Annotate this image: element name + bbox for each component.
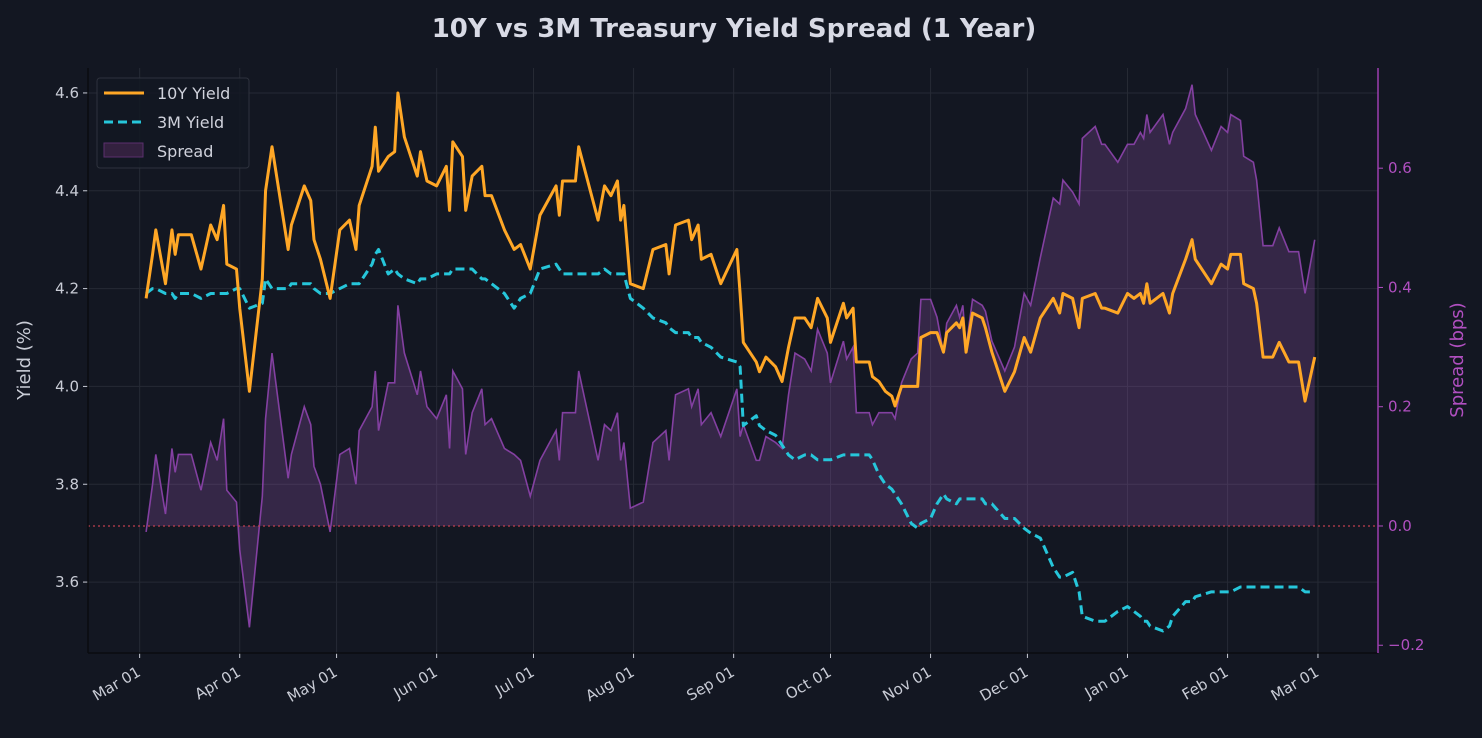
y-axis-label: Yield (%) — [14, 320, 35, 401]
y-right-tick-label: 0.6 — [1388, 159, 1412, 177]
chart-title: 10Y vs 3M Treasury Yield Spread (1 Year) — [432, 14, 1037, 44]
y-right-tick-label: −0.2 — [1388, 636, 1424, 654]
legend: 10Y Yield 3M Yield Spread — [97, 78, 249, 168]
y-tick-label: 3.6 — [55, 573, 79, 591]
y-tick-label: 4.2 — [55, 280, 79, 298]
y-right-tick-label: 0.2 — [1388, 398, 1412, 416]
y-axis-right-label: Spread (bps) — [1447, 302, 1468, 417]
legend-label-10y: 10Y Yield — [157, 84, 230, 103]
y-tick-label: 4.4 — [55, 182, 79, 200]
legend-swatch-spread — [104, 143, 143, 157]
legend-label-spread: Spread — [157, 142, 213, 161]
y-tick-label: 3.8 — [55, 475, 79, 493]
y-right-tick-label: 0.0 — [1388, 517, 1412, 535]
legend-label-3m: 3M Yield — [157, 113, 224, 132]
y-right-tick-label: 0.4 — [1388, 278, 1412, 296]
y-tick-label: 4.0 — [55, 377, 79, 395]
y-tick-label: 4.6 — [55, 84, 79, 102]
